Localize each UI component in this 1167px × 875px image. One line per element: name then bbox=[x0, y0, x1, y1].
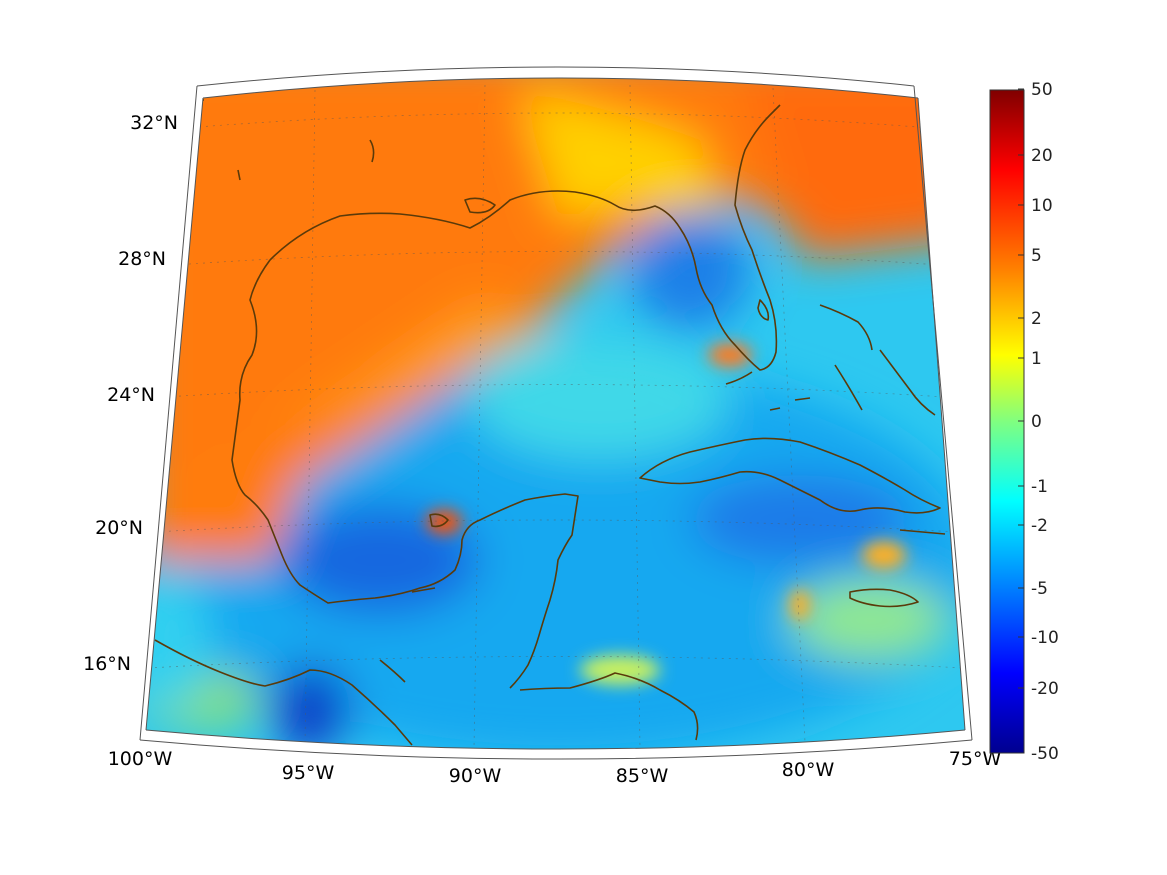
lon-label-85w: 85°W bbox=[616, 765, 669, 787]
lat-label-28n: 28°N bbox=[118, 248, 166, 270]
colorbar-tick-label: 0 bbox=[1031, 412, 1042, 432]
lat-label-32n: 32°N bbox=[130, 112, 178, 134]
lon-label-95w: 95°W bbox=[282, 762, 335, 784]
colorbar-tick-label: 1 bbox=[1031, 349, 1042, 369]
lon-label-90w: 90°W bbox=[449, 765, 502, 787]
colorbar-tick-label: -2 bbox=[1031, 516, 1048, 536]
colorbar-tick-label: 10 bbox=[1031, 196, 1053, 216]
lat-label-24n: 24°N bbox=[107, 384, 155, 406]
longitude-labels: 100°W 95°W 90°W 85°W 80°W 75°W bbox=[108, 748, 1002, 787]
lon-label-75w: 75°W bbox=[949, 748, 1002, 770]
colorbar-tick-label: -5 bbox=[1031, 579, 1048, 599]
colorbar-tick-label: 50 bbox=[1031, 80, 1053, 100]
map-field bbox=[146, 78, 965, 749]
lat-label-16n: 16°N bbox=[83, 653, 131, 675]
latitude-labels: 32°N 28°N 24°N 20°N 16°N bbox=[83, 112, 178, 675]
colorbar-tick-label: -1 bbox=[1031, 477, 1048, 497]
colorbar-tick-label: -20 bbox=[1031, 679, 1059, 699]
coastlines bbox=[154, 99, 946, 746]
lon-label-80w: 80°W bbox=[782, 759, 835, 781]
lat-label-20n: 20°N bbox=[95, 517, 143, 539]
colorbar-tick-label: 20 bbox=[1031, 146, 1053, 166]
graticule bbox=[147, 84, 963, 749]
map-frame bbox=[139, 66, 973, 760]
colorbar-tick-label: 2 bbox=[1031, 309, 1042, 329]
lon-label-100w: 100°W bbox=[108, 748, 173, 770]
colorbar-tick-label: -50 bbox=[1031, 744, 1059, 764]
colorbar-tick-label: -10 bbox=[1031, 628, 1059, 648]
colorbar-tick-label: 5 bbox=[1031, 246, 1042, 266]
